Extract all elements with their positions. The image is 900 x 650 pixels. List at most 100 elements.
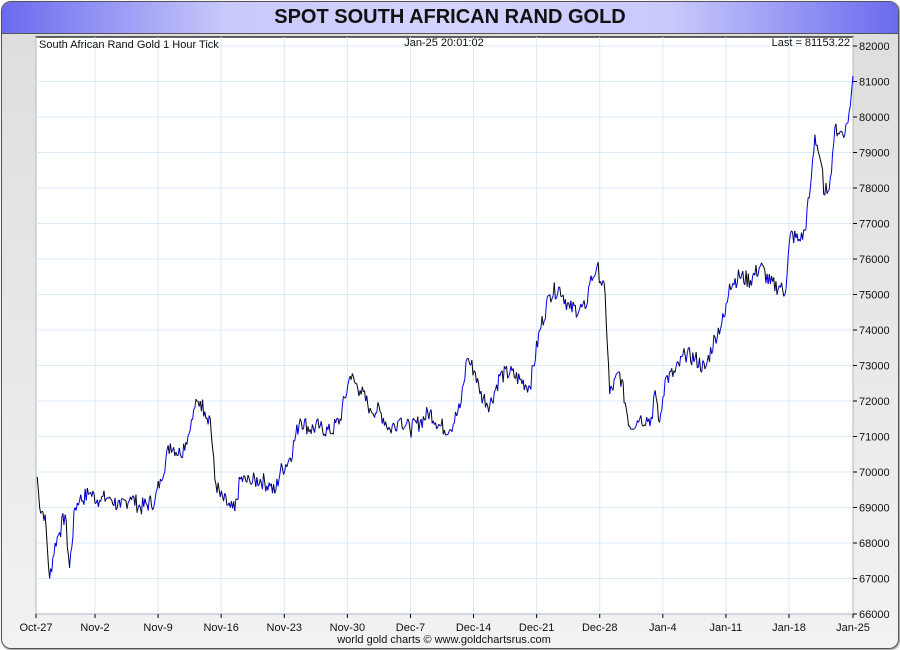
price-segment <box>220 490 223 497</box>
y-tick-label: 79000 <box>859 148 890 160</box>
y-tick-label: 70000 <box>859 467 890 479</box>
price-segment <box>340 405 343 421</box>
price-segment <box>464 361 467 380</box>
price-segment <box>144 498 147 504</box>
price-segment <box>261 473 265 490</box>
price-segment <box>179 454 182 458</box>
price-segment <box>321 428 324 436</box>
price-segment <box>775 281 778 295</box>
price-segment <box>664 376 667 380</box>
price-segment <box>214 478 217 485</box>
price-segment <box>675 361 678 367</box>
price-segment <box>60 517 63 537</box>
price-segment <box>173 447 176 457</box>
price-segment <box>178 447 181 455</box>
price-segment <box>595 266 598 273</box>
price-segment <box>97 500 101 507</box>
price-segment <box>65 519 68 547</box>
price-segment <box>457 403 460 413</box>
price-segment <box>147 497 150 511</box>
x-tick-label: Dec-14 <box>456 622 491 634</box>
y-tick-label: 66000 <box>859 609 890 621</box>
price-segment <box>111 499 114 505</box>
price-segment <box>497 374 500 392</box>
price-segment <box>763 266 766 271</box>
price-segment <box>459 402 462 409</box>
price-segment <box>347 379 350 385</box>
price-segment <box>751 275 754 286</box>
price-segment <box>374 412 377 418</box>
price-segment <box>835 123 838 137</box>
price-segment <box>499 372 502 377</box>
price-segment <box>654 390 657 399</box>
price-segment <box>378 405 381 412</box>
price-segment <box>136 507 139 513</box>
price-segment <box>88 492 90 495</box>
price-segment <box>182 443 185 458</box>
x-tick-label: Dec-7 <box>396 622 425 634</box>
price-segment <box>281 467 285 475</box>
y-tick-label: 77000 <box>859 219 890 231</box>
price-segment <box>343 396 345 399</box>
price-segment <box>683 348 686 355</box>
price-segment <box>341 396 344 406</box>
price-segment <box>704 365 707 370</box>
y-tick-label: 73000 <box>859 361 890 373</box>
price-segment <box>135 494 138 513</box>
price-segment <box>426 407 429 413</box>
price-segment <box>656 403 660 421</box>
price-segment <box>354 381 357 384</box>
price-segment <box>310 424 313 434</box>
price-segment <box>398 418 401 421</box>
price-segment <box>138 504 141 508</box>
price-segment <box>267 482 270 491</box>
price-segment <box>248 478 251 483</box>
price-segment <box>649 416 652 427</box>
price-segment <box>802 229 805 240</box>
price-segment <box>145 502 148 506</box>
price-segment <box>720 324 723 329</box>
price-segment <box>152 506 155 511</box>
price-segment <box>213 456 216 480</box>
price-segment <box>69 552 72 568</box>
price-segment <box>471 359 474 376</box>
price-segment <box>193 407 196 410</box>
price-segment <box>204 411 207 419</box>
price-segment <box>392 422 395 426</box>
price-segment <box>481 398 484 404</box>
price-segment <box>828 177 831 190</box>
price-segment <box>315 420 318 426</box>
price-segment <box>693 358 696 363</box>
price-segment <box>626 416 630 427</box>
price-segment <box>103 490 106 502</box>
price-segment <box>474 372 477 383</box>
price-segment <box>465 358 468 362</box>
price-segment <box>701 360 704 373</box>
price-segment <box>527 385 530 393</box>
price-segment <box>578 308 581 312</box>
price-segment <box>692 352 695 362</box>
price-segment <box>335 418 338 424</box>
price-segment <box>318 425 321 429</box>
price-segment <box>663 379 666 396</box>
price-segment <box>162 474 165 480</box>
price-segment <box>785 273 788 289</box>
price-segment <box>698 357 702 371</box>
price-segment <box>461 383 465 388</box>
price-segment <box>788 234 791 243</box>
price-segment <box>550 298 553 303</box>
price-segment <box>630 428 633 430</box>
price-segment <box>624 402 627 410</box>
price-segment <box>776 289 779 295</box>
price-segment <box>625 409 628 417</box>
price-segment <box>397 420 400 422</box>
price-segment <box>328 423 331 434</box>
price-segment <box>460 387 463 403</box>
price-segment <box>405 422 408 427</box>
price-segment <box>660 409 663 414</box>
price-segment <box>202 399 205 417</box>
price-segment <box>435 422 438 430</box>
price-segment <box>555 293 559 299</box>
price-segment <box>158 479 161 489</box>
price-segment <box>175 451 178 456</box>
